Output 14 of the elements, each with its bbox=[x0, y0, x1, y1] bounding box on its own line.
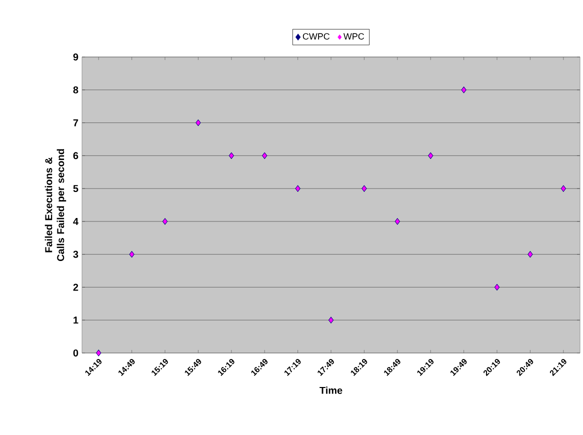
legend-label: WPC bbox=[343, 33, 364, 40]
y-axis-title: Failed Executions & Calls Failed per second bbox=[44, 149, 66, 262]
y-tick-label: 5 bbox=[73, 185, 78, 192]
y-tick-label: 3 bbox=[73, 250, 78, 258]
y-tick-label: 1 bbox=[74, 316, 78, 324]
y-tick-label: 0 bbox=[73, 349, 78, 357]
legend-label: CWPC bbox=[302, 33, 330, 40]
y-tick-label: 9 bbox=[73, 53, 78, 61]
y-tick-label: 8 bbox=[73, 86, 78, 94]
y-tick-label: 6 bbox=[73, 152, 78, 160]
y-tick-label: 7 bbox=[73, 119, 78, 126]
x-axis-title: Time bbox=[320, 386, 342, 394]
y-tick-label: 2 bbox=[73, 284, 78, 291]
y-tick-label: 4 bbox=[73, 218, 78, 225]
